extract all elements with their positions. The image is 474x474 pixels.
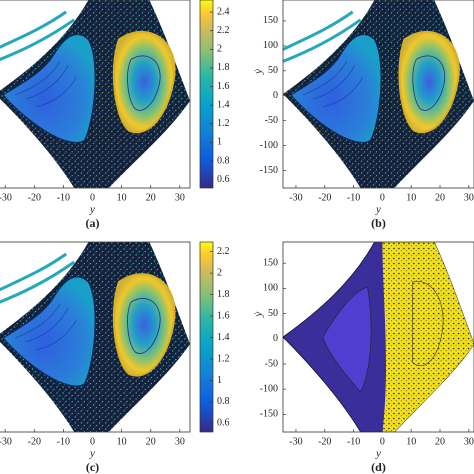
colorbar-tick-label: 1	[217, 375, 222, 386]
colorbar-tick-label: 1.4	[217, 99, 230, 110]
x-tick-label: 30	[464, 192, 474, 203]
x-tick-label: -20	[28, 436, 41, 447]
colorbar-tick-label: 0.6	[217, 174, 230, 185]
y-tick-label: -100	[260, 140, 278, 151]
colorbar	[199, 241, 214, 433]
colorbar-tick-label: 0.6	[217, 418, 230, 429]
y-tick-label: -100	[260, 383, 278, 394]
axes-box	[282, 0, 474, 189]
colorbar-tick-label: 1.8	[217, 289, 230, 300]
y-axis-label: ẏ	[253, 69, 265, 75]
x-tick-label: 20	[435, 436, 445, 447]
colorbar-tick-label: 1.6	[217, 310, 230, 321]
caption: (c)	[86, 460, 99, 474]
x-tick-label: -10	[347, 436, 360, 447]
y-tick-label: -50	[265, 115, 278, 126]
caption: (d)	[371, 460, 386, 474]
y-tick-label: 50	[268, 65, 278, 76]
x-axis-label: y	[89, 204, 95, 216]
x-tick-label: -30	[0, 436, 12, 447]
x-tick-label: 30	[175, 436, 185, 447]
colorbar-tick-label: 1	[217, 137, 222, 148]
x-tick-label: -10	[57, 436, 70, 447]
colorbar-tick-label: 2.4	[217, 6, 230, 17]
y-tick-label: 0	[273, 90, 278, 101]
x-tick-label: 10	[117, 192, 127, 203]
caption: (b)	[371, 216, 386, 230]
plot-area	[283, 242, 474, 432]
y-tick-label: -150	[260, 409, 278, 420]
y-tick-label: -50	[265, 358, 278, 369]
y-tick-label: 100	[263, 40, 278, 51]
x-axis-label: y	[375, 204, 381, 216]
x-tick-label: -30	[289, 192, 302, 203]
colorbar-tick-label: 2.2	[217, 246, 230, 257]
x-tick-label: -30	[289, 436, 302, 447]
colorbar-tick-label: 2	[217, 44, 222, 55]
x-tick-label: 0	[380, 436, 385, 447]
x-tick-label: 0	[380, 192, 385, 203]
x-tick-label: -10	[347, 192, 360, 203]
y-tick-label: 150	[263, 257, 278, 268]
plot-area	[283, 0, 474, 188]
x-tick-label: 30	[464, 436, 474, 447]
colorbar-tick-label: 2	[217, 267, 222, 278]
colorbar-tick-label: 0.8	[217, 155, 230, 166]
y-tick-label: 0	[273, 333, 278, 344]
colorbar-tick-label: 1.2	[217, 118, 230, 129]
plot-area	[0, 0, 190, 188]
x-tick-label: 20	[435, 192, 445, 203]
colorbar-tick-label: 1.6	[217, 81, 230, 92]
x-axis-label: y	[375, 448, 381, 460]
x-tick-label: 0	[90, 436, 95, 447]
colorbar-tick-label: 1.4	[217, 332, 230, 343]
colorbar-tick-label: 1.2	[217, 353, 230, 364]
x-tick-label: 20	[146, 192, 156, 203]
x-tick-label: 0	[90, 192, 95, 203]
x-tick-label: -30	[0, 192, 12, 203]
caption: (a)	[86, 216, 100, 230]
axes-box	[282, 241, 474, 433]
x-tick-label: 30	[175, 192, 185, 203]
colorbar-tick-label: 1.8	[217, 62, 230, 73]
x-axis-label: y	[89, 448, 95, 460]
colorbar-tick-label: 2.2	[217, 25, 230, 36]
x-tick-label: 10	[406, 192, 416, 203]
y-tick-label: 100	[263, 283, 278, 294]
x-tick-label: -20	[318, 192, 331, 203]
x-tick-label: -20	[28, 192, 41, 203]
x-tick-label: 10	[406, 436, 416, 447]
x-tick-label: 20	[146, 436, 156, 447]
plot-area	[0, 242, 190, 432]
x-tick-label: -20	[318, 436, 331, 447]
x-tick-label: 10	[117, 436, 127, 447]
colorbar	[199, 0, 214, 189]
y-tick-label: -150	[260, 165, 278, 176]
y-axis-label: ẏ	[253, 312, 265, 318]
colorbar-tick-label: 0.8	[217, 396, 230, 407]
y-tick-label: 50	[268, 308, 278, 319]
x-tick-label: -10	[57, 192, 70, 203]
y-tick-label: 150	[263, 15, 278, 26]
